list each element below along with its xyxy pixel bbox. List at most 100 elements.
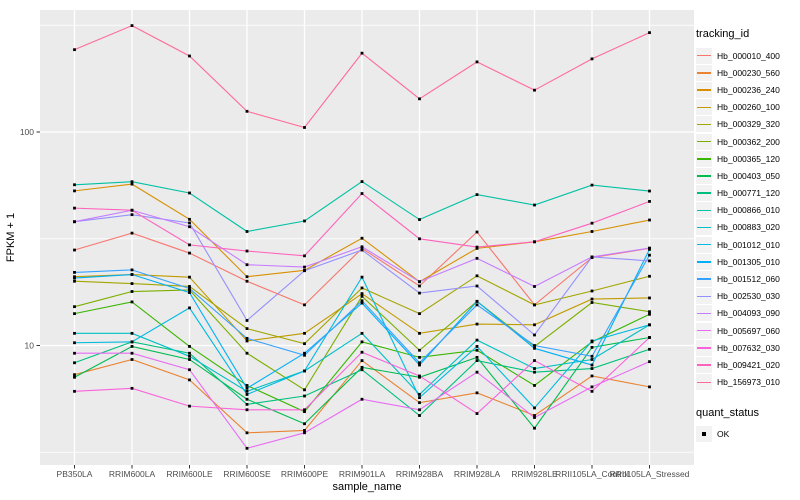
data-point: [590, 389, 594, 393]
data-point: [188, 285, 191, 288]
data-point: [245, 351, 249, 355]
legend-item-label: Hb_000230_560: [717, 67, 780, 78]
data-point: [303, 431, 306, 435]
data-point: [73, 331, 76, 335]
data-point: [533, 414, 536, 417]
data-point: [533, 426, 536, 430]
data-point: [475, 391, 479, 395]
data-point: [418, 312, 421, 316]
legend-title-quant-status: quant_status: [696, 406, 759, 419]
data-point: [130, 290, 134, 293]
data-point: [533, 285, 536, 288]
data-point: [360, 180, 364, 183]
data-point: [648, 296, 651, 300]
legend-item-label: Hb_004093_090: [717, 308, 780, 319]
legend-item-Hb_004093_090: Hb_004093_090: [696, 305, 798, 322]
data-point: [73, 189, 76, 193]
data-point: [245, 336, 249, 340]
legend-item-label: Hb_009421_020: [717, 359, 780, 370]
legend-item-Hb_000365_120: Hb_000365_120: [696, 150, 798, 167]
data-point: [590, 345, 594, 349]
data-point: [245, 230, 249, 233]
data-point: [590, 374, 594, 378]
legend-item-Hb_007632_030: Hb_007632_030: [696, 339, 798, 356]
data-point: [360, 236, 364, 240]
data-point: [303, 219, 306, 223]
legend-item-Hb_000236_240: Hb_000236_240: [696, 81, 798, 98]
data-point: [475, 193, 479, 197]
data-point: [245, 263, 249, 267]
line-swatch-icon: [696, 253, 712, 270]
data-point: [245, 393, 249, 396]
data-point: [303, 394, 306, 398]
legend-item-Hb_000403_050: Hb_000403_050: [696, 167, 798, 184]
data-point: [360, 245, 364, 249]
line-swatch-icon: [696, 305, 712, 322]
data-point: [475, 370, 479, 374]
data-point: [303, 303, 306, 307]
data-point: [73, 375, 76, 379]
data-point: [73, 351, 76, 355]
data-point: [590, 230, 594, 233]
data-point: [303, 429, 306, 432]
data-point: [360, 331, 364, 335]
data-point: [533, 346, 536, 350]
data-point: [188, 217, 191, 221]
data-point: [590, 339, 594, 343]
data-point: [648, 259, 651, 263]
legend-item-Hb_000866_010: Hb_000866_010: [696, 202, 798, 219]
data-point: [73, 341, 76, 345]
data-point: [648, 200, 651, 203]
data-point: [130, 300, 134, 304]
data-point: [303, 269, 306, 273]
data-point: [303, 353, 306, 357]
data-point: [590, 297, 594, 301]
data-point: [245, 339, 249, 343]
x-tick-label: RRII105LA_Stressed: [610, 469, 690, 479]
legend-item-label: Hb_001012_010: [717, 239, 780, 250]
data-point: [360, 51, 364, 55]
plot-panel: [40, 10, 694, 465]
data-point: [360, 340, 364, 344]
data-point: [418, 291, 421, 295]
y-axis-title: FPKM + 1: [5, 213, 17, 262]
data-point: [360, 294, 364, 298]
data-point: [245, 109, 249, 113]
data-point: [303, 369, 306, 373]
data-point: [360, 292, 364, 296]
data-point: [418, 284, 421, 288]
data-point: [303, 408, 306, 412]
legend-item-label: Hb_001512_060: [717, 274, 780, 285]
data-point: [303, 351, 306, 355]
data-point: [360, 299, 364, 303]
legend-item-label: OK: [717, 429, 730, 440]
data-point: [648, 323, 651, 327]
data-point: [245, 249, 249, 253]
data-point: [73, 48, 76, 52]
data-point: [73, 183, 76, 187]
data-point: [130, 231, 134, 235]
data-point: [188, 358, 191, 361]
data-point: [245, 275, 249, 279]
x-tick-label: RRIM600LE: [166, 469, 213, 479]
line-swatch-icon: [696, 339, 712, 356]
legend-item-label: Hb_000866_010: [717, 205, 780, 216]
data-point: [533, 406, 536, 410]
data-point: [648, 246, 651, 250]
data-point: [130, 282, 134, 285]
data-point: [303, 422, 306, 426]
data-point: [130, 386, 134, 390]
data-point: [418, 408, 421, 412]
data-point: [533, 333, 536, 337]
data-point: [590, 289, 594, 293]
data-point: [475, 303, 479, 307]
legend-item-label: Hb_000365_120: [717, 153, 780, 164]
data-point: [360, 397, 364, 401]
data-point: [418, 396, 421, 400]
black-square-key-icon: [696, 426, 712, 443]
legend-item-Hb_009421_020: Hb_009421_020: [696, 356, 798, 373]
legend-item-label: Hb_000771_120: [717, 188, 780, 199]
data-point: [418, 393, 421, 396]
y-tick-label: 10: [25, 341, 35, 351]
legend-panel: tracking_id Hb_000010_400 Hb_000230_560 Hb…: [696, 28, 798, 443]
